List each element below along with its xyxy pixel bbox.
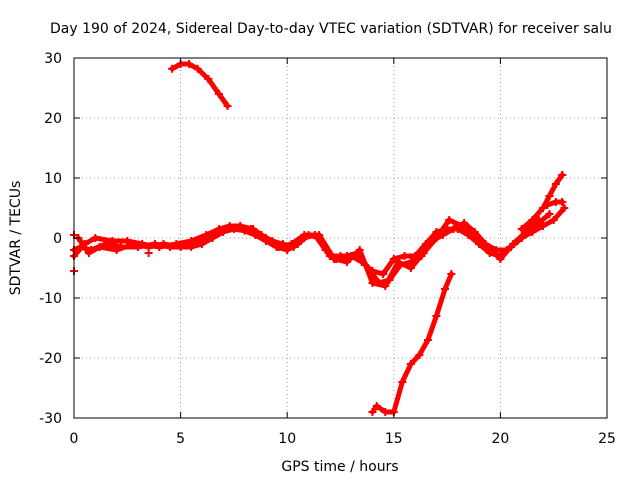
data-point bbox=[342, 258, 351, 266]
data-point bbox=[543, 201, 552, 209]
data-point bbox=[521, 228, 530, 236]
data-point bbox=[368, 279, 377, 287]
data-point bbox=[91, 234, 100, 242]
data-point bbox=[95, 243, 104, 251]
data-point bbox=[300, 231, 309, 239]
data-point bbox=[112, 246, 121, 254]
data-point bbox=[560, 204, 569, 212]
y-tick-label: 30 bbox=[44, 51, 62, 67]
data-point bbox=[389, 255, 398, 263]
data-point bbox=[274, 243, 283, 251]
data-point bbox=[287, 240, 296, 248]
data-point bbox=[355, 246, 364, 254]
data-point bbox=[517, 225, 526, 233]
data-point bbox=[129, 240, 138, 248]
data-point bbox=[458, 222, 467, 230]
y-tick-label: -10 bbox=[39, 291, 62, 307]
data-point bbox=[432, 312, 441, 320]
data-point bbox=[249, 225, 258, 233]
data-point bbox=[176, 243, 185, 251]
x-tick-label: 0 bbox=[70, 431, 79, 447]
plot-frame bbox=[73, 57, 608, 419]
data-point bbox=[419, 249, 428, 257]
data-point bbox=[193, 64, 202, 73]
data-point bbox=[483, 243, 492, 251]
series-arc-rise bbox=[519, 172, 565, 232]
data-point bbox=[223, 225, 232, 233]
data-point bbox=[551, 180, 560, 188]
data-point bbox=[204, 75, 213, 83]
data-point bbox=[315, 231, 324, 239]
data-point bbox=[545, 192, 554, 200]
data-point bbox=[394, 258, 403, 266]
x-axis-label: GPS time / hours bbox=[281, 459, 398, 475]
data-point bbox=[539, 222, 548, 230]
data-point bbox=[381, 408, 390, 416]
data-point-marker bbox=[144, 249, 153, 257]
y-tick-label: 10 bbox=[44, 171, 62, 187]
data-point bbox=[406, 264, 415, 272]
data-point bbox=[415, 351, 424, 359]
grid bbox=[74, 58, 607, 418]
data-point bbox=[509, 240, 518, 248]
data-point bbox=[398, 378, 407, 386]
data-point bbox=[534, 216, 543, 224]
data-point bbox=[84, 249, 93, 257]
data-point bbox=[168, 64, 177, 73]
data-point bbox=[330, 255, 339, 263]
data-point bbox=[193, 237, 202, 245]
data-point bbox=[208, 231, 217, 239]
data-markers bbox=[70, 102, 567, 416]
data-point-marker bbox=[368, 408, 377, 416]
data-series bbox=[70, 60, 569, 416]
data-point bbox=[440, 285, 449, 293]
data-point bbox=[406, 360, 415, 368]
data-point bbox=[400, 252, 409, 260]
data-point bbox=[159, 240, 168, 248]
data-point bbox=[449, 225, 458, 233]
data-point bbox=[185, 60, 194, 68]
data-point bbox=[379, 270, 388, 278]
data-point bbox=[423, 336, 432, 344]
data-point bbox=[108, 237, 117, 245]
x-tick-label: 15 bbox=[385, 431, 403, 447]
data-point bbox=[447, 270, 456, 278]
data-point bbox=[432, 234, 441, 242]
data-point bbox=[445, 216, 454, 224]
chart-title: Day 190 of 2024, Sidereal Day-to-day VTE… bbox=[50, 21, 612, 37]
data-point bbox=[261, 234, 270, 242]
x-tick-label: 10 bbox=[278, 431, 296, 447]
data-point bbox=[214, 90, 223, 98]
data-point-marker bbox=[223, 102, 232, 110]
data-point-marker bbox=[558, 198, 567, 206]
data-point bbox=[545, 210, 554, 218]
data-point bbox=[539, 204, 548, 212]
series-arc-descend bbox=[370, 271, 454, 415]
y-tick-label: 0 bbox=[53, 231, 62, 247]
x-tick-label: 5 bbox=[176, 431, 185, 447]
data-point bbox=[470, 231, 479, 239]
x-tick-label: 20 bbox=[491, 431, 509, 447]
y-tick-label: -30 bbox=[39, 411, 62, 427]
y-tick-label: 20 bbox=[44, 111, 62, 127]
data-point bbox=[381, 282, 390, 290]
data-point bbox=[496, 255, 505, 263]
data-point-marker bbox=[558, 171, 567, 179]
data-point bbox=[372, 402, 381, 410]
data-point bbox=[236, 222, 245, 230]
axis-ticks: 0 5 10 15 20 25 -30 -20 -10 0 10 20 30 bbox=[39, 51, 616, 447]
x-tick-label: 25 bbox=[598, 431, 616, 447]
y-tick-label: -20 bbox=[39, 351, 62, 367]
y-axis-label: SDTVAR / TECUs bbox=[8, 181, 24, 296]
data-point bbox=[549, 216, 558, 224]
